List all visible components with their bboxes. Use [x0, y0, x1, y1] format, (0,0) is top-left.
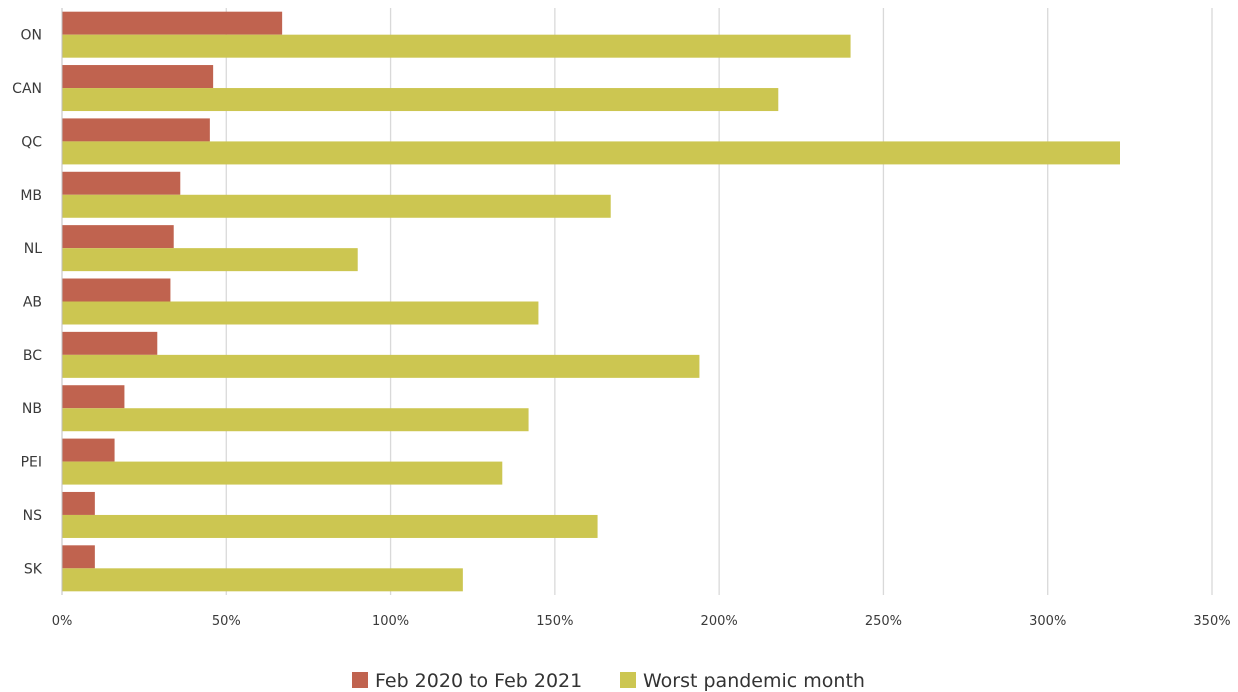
bar-worst-pandemic-month-on	[62, 34, 851, 58]
bar-worst-pandemic-month-pei	[62, 461, 503, 485]
bar-feb-2020-to-feb-2021-ab	[62, 278, 171, 302]
bar-worst-pandemic-month-ns	[62, 514, 598, 538]
bars	[62, 11, 1120, 592]
category-label: PEI	[21, 455, 42, 471]
category-label: NL	[24, 241, 42, 257]
bar-worst-pandemic-month-ab	[62, 301, 539, 325]
value-axis: 0% 50% 100% 150% 200% 250% 300% 350%	[52, 614, 1231, 629]
category-label: CAN	[12, 81, 42, 97]
bar-feb-2020-to-feb-2021-on	[62, 11, 283, 35]
bar-feb-2020-to-feb-2021-can	[62, 65, 214, 89]
category-label: AB	[23, 295, 42, 311]
category-label: NB	[22, 401, 42, 417]
category-label: BC	[23, 348, 42, 364]
legend-swatch-feb-2020-to-feb-2021	[352, 672, 368, 688]
x-tick-label: 250%	[865, 614, 902, 629]
bar-feb-2020-to-feb-2021-ns	[62, 491, 95, 515]
x-tick-label: 350%	[1193, 614, 1230, 629]
bar-feb-2020-to-feb-2021-bc	[62, 331, 158, 355]
x-tick-label: 0%	[52, 614, 73, 629]
bar-worst-pandemic-month-bc	[62, 354, 700, 378]
x-tick-label: 300%	[1029, 614, 1066, 629]
legend-swatch-worst-pandemic-month	[620, 672, 636, 688]
category-axis: ON CAN QC MB NL AB BC NB PEI NS SK	[12, 8, 63, 595]
bar-feb-2020-to-feb-2021-nl	[62, 225, 174, 249]
bar-feb-2020-to-feb-2021-pei	[62, 438, 115, 462]
bar-worst-pandemic-month-nb	[62, 408, 529, 432]
legend: Feb 2020 to Feb 2021 Worst pandemic mont…	[352, 670, 865, 692]
bar-worst-pandemic-month-mb	[62, 194, 611, 218]
bar-feb-2020-to-feb-2021-qc	[62, 118, 210, 142]
bar-worst-pandemic-month-nl	[62, 248, 358, 272]
bar-worst-pandemic-month-qc	[62, 141, 1120, 165]
legend-label-feb-2020-to-feb-2021: Feb 2020 to Feb 2021	[375, 670, 582, 692]
category-label: SK	[24, 561, 43, 577]
bar-worst-pandemic-month-sk	[62, 568, 463, 592]
x-tick-label: 200%	[701, 614, 738, 629]
category-label: MB	[20, 188, 42, 204]
category-label: QC	[21, 134, 42, 150]
bar-feb-2020-to-feb-2021-nb	[62, 385, 125, 409]
bar-feb-2020-to-feb-2021-mb	[62, 171, 181, 195]
legend-label-worst-pandemic-month: Worst pandemic month	[643, 670, 865, 692]
bar-worst-pandemic-month-can	[62, 88, 779, 112]
x-tick-label: 100%	[372, 614, 409, 629]
x-tick-label: 150%	[536, 614, 573, 629]
x-tick-label: 50%	[212, 614, 241, 629]
category-label: ON	[21, 28, 43, 44]
bar-feb-2020-to-feb-2021-sk	[62, 545, 95, 569]
category-label: NS	[23, 508, 42, 524]
